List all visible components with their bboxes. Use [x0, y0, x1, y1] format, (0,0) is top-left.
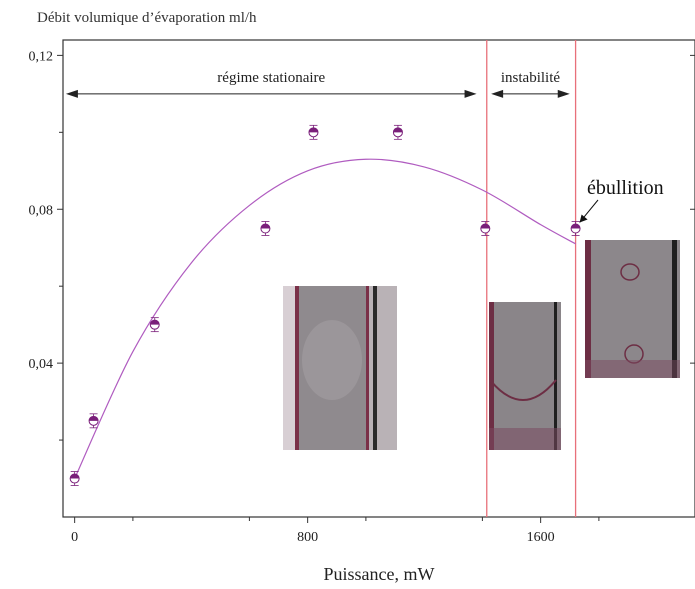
photo-stationary [283, 286, 397, 450]
vertical-lines [486, 40, 577, 517]
fit-curve [74, 158, 576, 479]
y-tick-label: 0,04 [29, 357, 54, 372]
y-tick-label: 0,12 [29, 49, 54, 64]
data-point [392, 124, 403, 140]
data-point [88, 413, 99, 429]
data-point [149, 317, 160, 333]
annotation-text-0: ébullition [587, 177, 664, 199]
fit-curve-layer [74, 158, 576, 479]
region-arrowhead-left [491, 89, 504, 98]
data-point [570, 221, 581, 236]
axis-ticks: 0 800 1600 0,04 0,08 0,12 [29, 49, 695, 545]
photo-boiling [585, 240, 680, 378]
y-tick-label: 0,08 [29, 203, 54, 218]
x-tick-label: 1600 [527, 530, 555, 545]
chart-title: Débit volumique d’évaporation ml/h [37, 10, 257, 26]
plot-frame [62, 39, 695, 518]
region-arrowhead-left [65, 89, 78, 98]
regions-layer: régime stationaire instabilité [65, 70, 570, 98]
data-point [69, 471, 80, 486]
data-point [260, 221, 271, 236]
region-arrowhead-right [557, 89, 570, 98]
annotations-layer: ébullition [579, 177, 664, 223]
data-points-layer [69, 124, 581, 486]
data-point [308, 124, 319, 140]
region-arrowhead-right [464, 89, 477, 98]
x-tick-label: 800 [297, 530, 318, 545]
data-point [480, 221, 491, 236]
region-label-1: instabilité [501, 70, 561, 86]
annotation-arrowhead [579, 214, 588, 223]
x-axis-label: Puissance, mW [324, 564, 435, 584]
photo-instability [489, 302, 561, 450]
region-label-0: régime stationaire [217, 70, 325, 86]
x-tick-label: 0 [71, 530, 78, 545]
